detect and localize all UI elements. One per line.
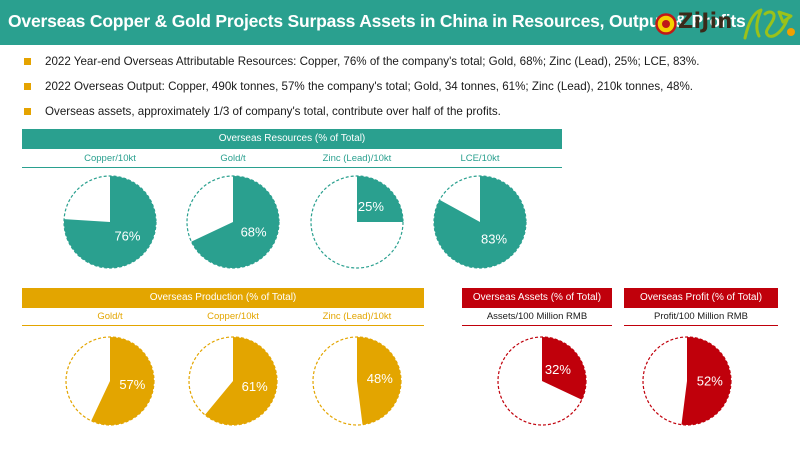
bullet-text: 2022 Overseas Output: Copper, 490k tonne… bbox=[45, 80, 693, 93]
pie-slice bbox=[681, 337, 731, 425]
zijin-logo: ZiJin bbox=[655, 6, 800, 42]
pie-slice bbox=[434, 176, 526, 268]
pie-lce-resources: 83% bbox=[433, 175, 527, 269]
pie-zinc-resources: 25% bbox=[310, 175, 404, 269]
pie-value-label: 76% bbox=[114, 229, 140, 244]
page-title: Overseas Copper & Gold Projects Surpass … bbox=[8, 11, 746, 31]
pie-slice bbox=[357, 337, 401, 425]
pie-gold-production: 57% bbox=[65, 336, 155, 426]
category-label: Profit/100 Million RMB bbox=[654, 311, 748, 322]
pie-value-label: 52% bbox=[697, 374, 723, 389]
band-divider bbox=[624, 325, 778, 326]
bullet-list: 2022 Year-end Overseas Attributable Reso… bbox=[24, 55, 794, 130]
bullet-item: Overseas assets, approximately 1/3 of co… bbox=[24, 105, 794, 130]
category-label: Assets/100 Million RMB bbox=[486, 311, 588, 322]
pie-copper-resources: 76% bbox=[63, 175, 157, 269]
category-label: Copper/10kt bbox=[207, 311, 259, 322]
bullet-item: 2022 Year-end Overseas Attributable Reso… bbox=[24, 55, 794, 80]
chart-title-band: Overseas Assets (% of Total) bbox=[462, 288, 612, 308]
pie-value-label: 61% bbox=[242, 379, 268, 394]
pie-profit: 52% bbox=[642, 336, 732, 426]
pie-value-label: 83% bbox=[481, 231, 507, 246]
mascot-emblem-icon bbox=[743, 8, 795, 40]
pie-value-label: 32% bbox=[545, 362, 571, 377]
pie-value-label: 25% bbox=[358, 199, 384, 214]
band-divider bbox=[22, 325, 424, 326]
band-divider bbox=[462, 325, 612, 326]
zijin-emblem-icon bbox=[655, 13, 677, 35]
pie-assets: 32% bbox=[497, 336, 587, 426]
pie-slice bbox=[191, 176, 279, 268]
chart-title-band: Overseas Production (% of Total) bbox=[22, 288, 424, 308]
pie-slice bbox=[64, 176, 156, 268]
pie-slice bbox=[204, 337, 277, 425]
band-divider bbox=[22, 167, 562, 168]
header-bar: Overseas Copper & Gold Projects Surpass … bbox=[0, 0, 800, 45]
bullet-text: Overseas assets, approximately 1/3 of co… bbox=[45, 105, 501, 118]
pie-slice bbox=[357, 176, 403, 222]
category-label: Zinc (Lead)/10kt bbox=[322, 153, 392, 164]
pie-copper-production: 61% bbox=[188, 336, 278, 426]
bullet-square-icon bbox=[24, 58, 31, 65]
bullet-text: 2022 Year-end Overseas Attributable Reso… bbox=[45, 55, 700, 68]
pie-value-label: 68% bbox=[241, 225, 267, 240]
category-label: Copper/10kt bbox=[84, 153, 136, 164]
logo-wordmark: ZiJin bbox=[678, 9, 733, 33]
pie-value-label: 48% bbox=[367, 371, 393, 386]
pie-slice bbox=[542, 337, 586, 400]
pie-slice bbox=[91, 337, 154, 425]
category-label: LCE/10kt bbox=[460, 153, 500, 164]
category-label: Gold/t bbox=[97, 311, 123, 322]
bullet-square-icon bbox=[24, 83, 31, 90]
pie-gold-resources: 68% bbox=[186, 175, 280, 269]
category-label: Zinc (Lead)/10kt bbox=[322, 311, 392, 322]
pie-zinc-production: 48% bbox=[312, 336, 402, 426]
chart-title-band: Overseas Profit (% of Total) bbox=[624, 288, 778, 308]
pie-value-label: 57% bbox=[119, 377, 145, 392]
bullet-item: 2022 Overseas Output: Copper, 490k tonne… bbox=[24, 80, 794, 105]
chart-title-band: Overseas Resources (% of Total) bbox=[22, 129, 562, 149]
category-label: Gold/t bbox=[220, 153, 246, 164]
bullet-square-icon bbox=[24, 108, 31, 115]
